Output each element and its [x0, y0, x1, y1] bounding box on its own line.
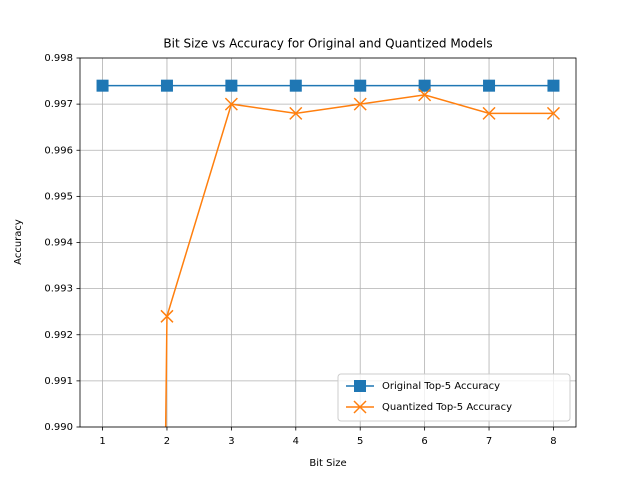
x-tick-label: 2 — [164, 436, 170, 447]
x-tick-label: 6 — [421, 436, 427, 447]
marker — [483, 79, 496, 92]
marker — [160, 79, 173, 92]
y-tick-label: 0.990 — [44, 422, 73, 433]
y-tick-label: 0.996 — [44, 145, 73, 156]
x-axis-label: Bit Size — [309, 458, 346, 469]
marker — [353, 97, 367, 111]
marker — [224, 97, 238, 111]
x-tick-label: 8 — [550, 436, 556, 447]
y-tick-label: 0.992 — [44, 330, 73, 341]
y-tick-label: 0.997 — [44, 99, 73, 110]
marker — [96, 79, 109, 92]
marker — [289, 79, 302, 92]
y-tick-label: 0.991 — [44, 376, 73, 387]
marker — [547, 79, 560, 92]
legend-label: Original Top-5 Accuracy — [382, 381, 500, 392]
legend-label: Quantized Top-5 Accuracy — [382, 402, 512, 413]
x-tick-label: 7 — [486, 436, 492, 447]
x-tick-label: 3 — [228, 436, 234, 447]
legend-box — [337, 373, 571, 422]
x-tick-label: 5 — [357, 436, 363, 447]
marker — [289, 106, 303, 120]
x-tick-label: 1 — [99, 436, 105, 447]
marker — [353, 400, 367, 414]
marker — [418, 88, 432, 102]
ticks: 0.990 0.991 0.992 0.993 0.994 0.995 0.996 0.997… — [44, 53, 556, 447]
marker — [482, 106, 496, 120]
y-tick-label: 0.998 — [44, 53, 73, 64]
series-line — [164, 94, 554, 427]
marker — [225, 79, 238, 92]
legend: Original Top-5 Accuracy Quantized Top-5 A… — [337, 373, 571, 422]
x-tick-label: 4 — [293, 436, 299, 447]
y-axis-label: Accuracy — [13, 219, 24, 265]
plot-area — [96, 79, 560, 427]
marker — [546, 106, 560, 120]
marker — [418, 79, 431, 92]
marker — [160, 309, 174, 323]
y-tick-label: 0.995 — [44, 191, 73, 202]
marker — [354, 79, 367, 92]
y-tick-label: 0.993 — [44, 284, 73, 295]
chart-title: Bit Size vs Accuracy for Original and Qu… — [163, 37, 492, 51]
marker — [354, 380, 366, 392]
y-tick-label: 0.994 — [44, 238, 73, 249]
